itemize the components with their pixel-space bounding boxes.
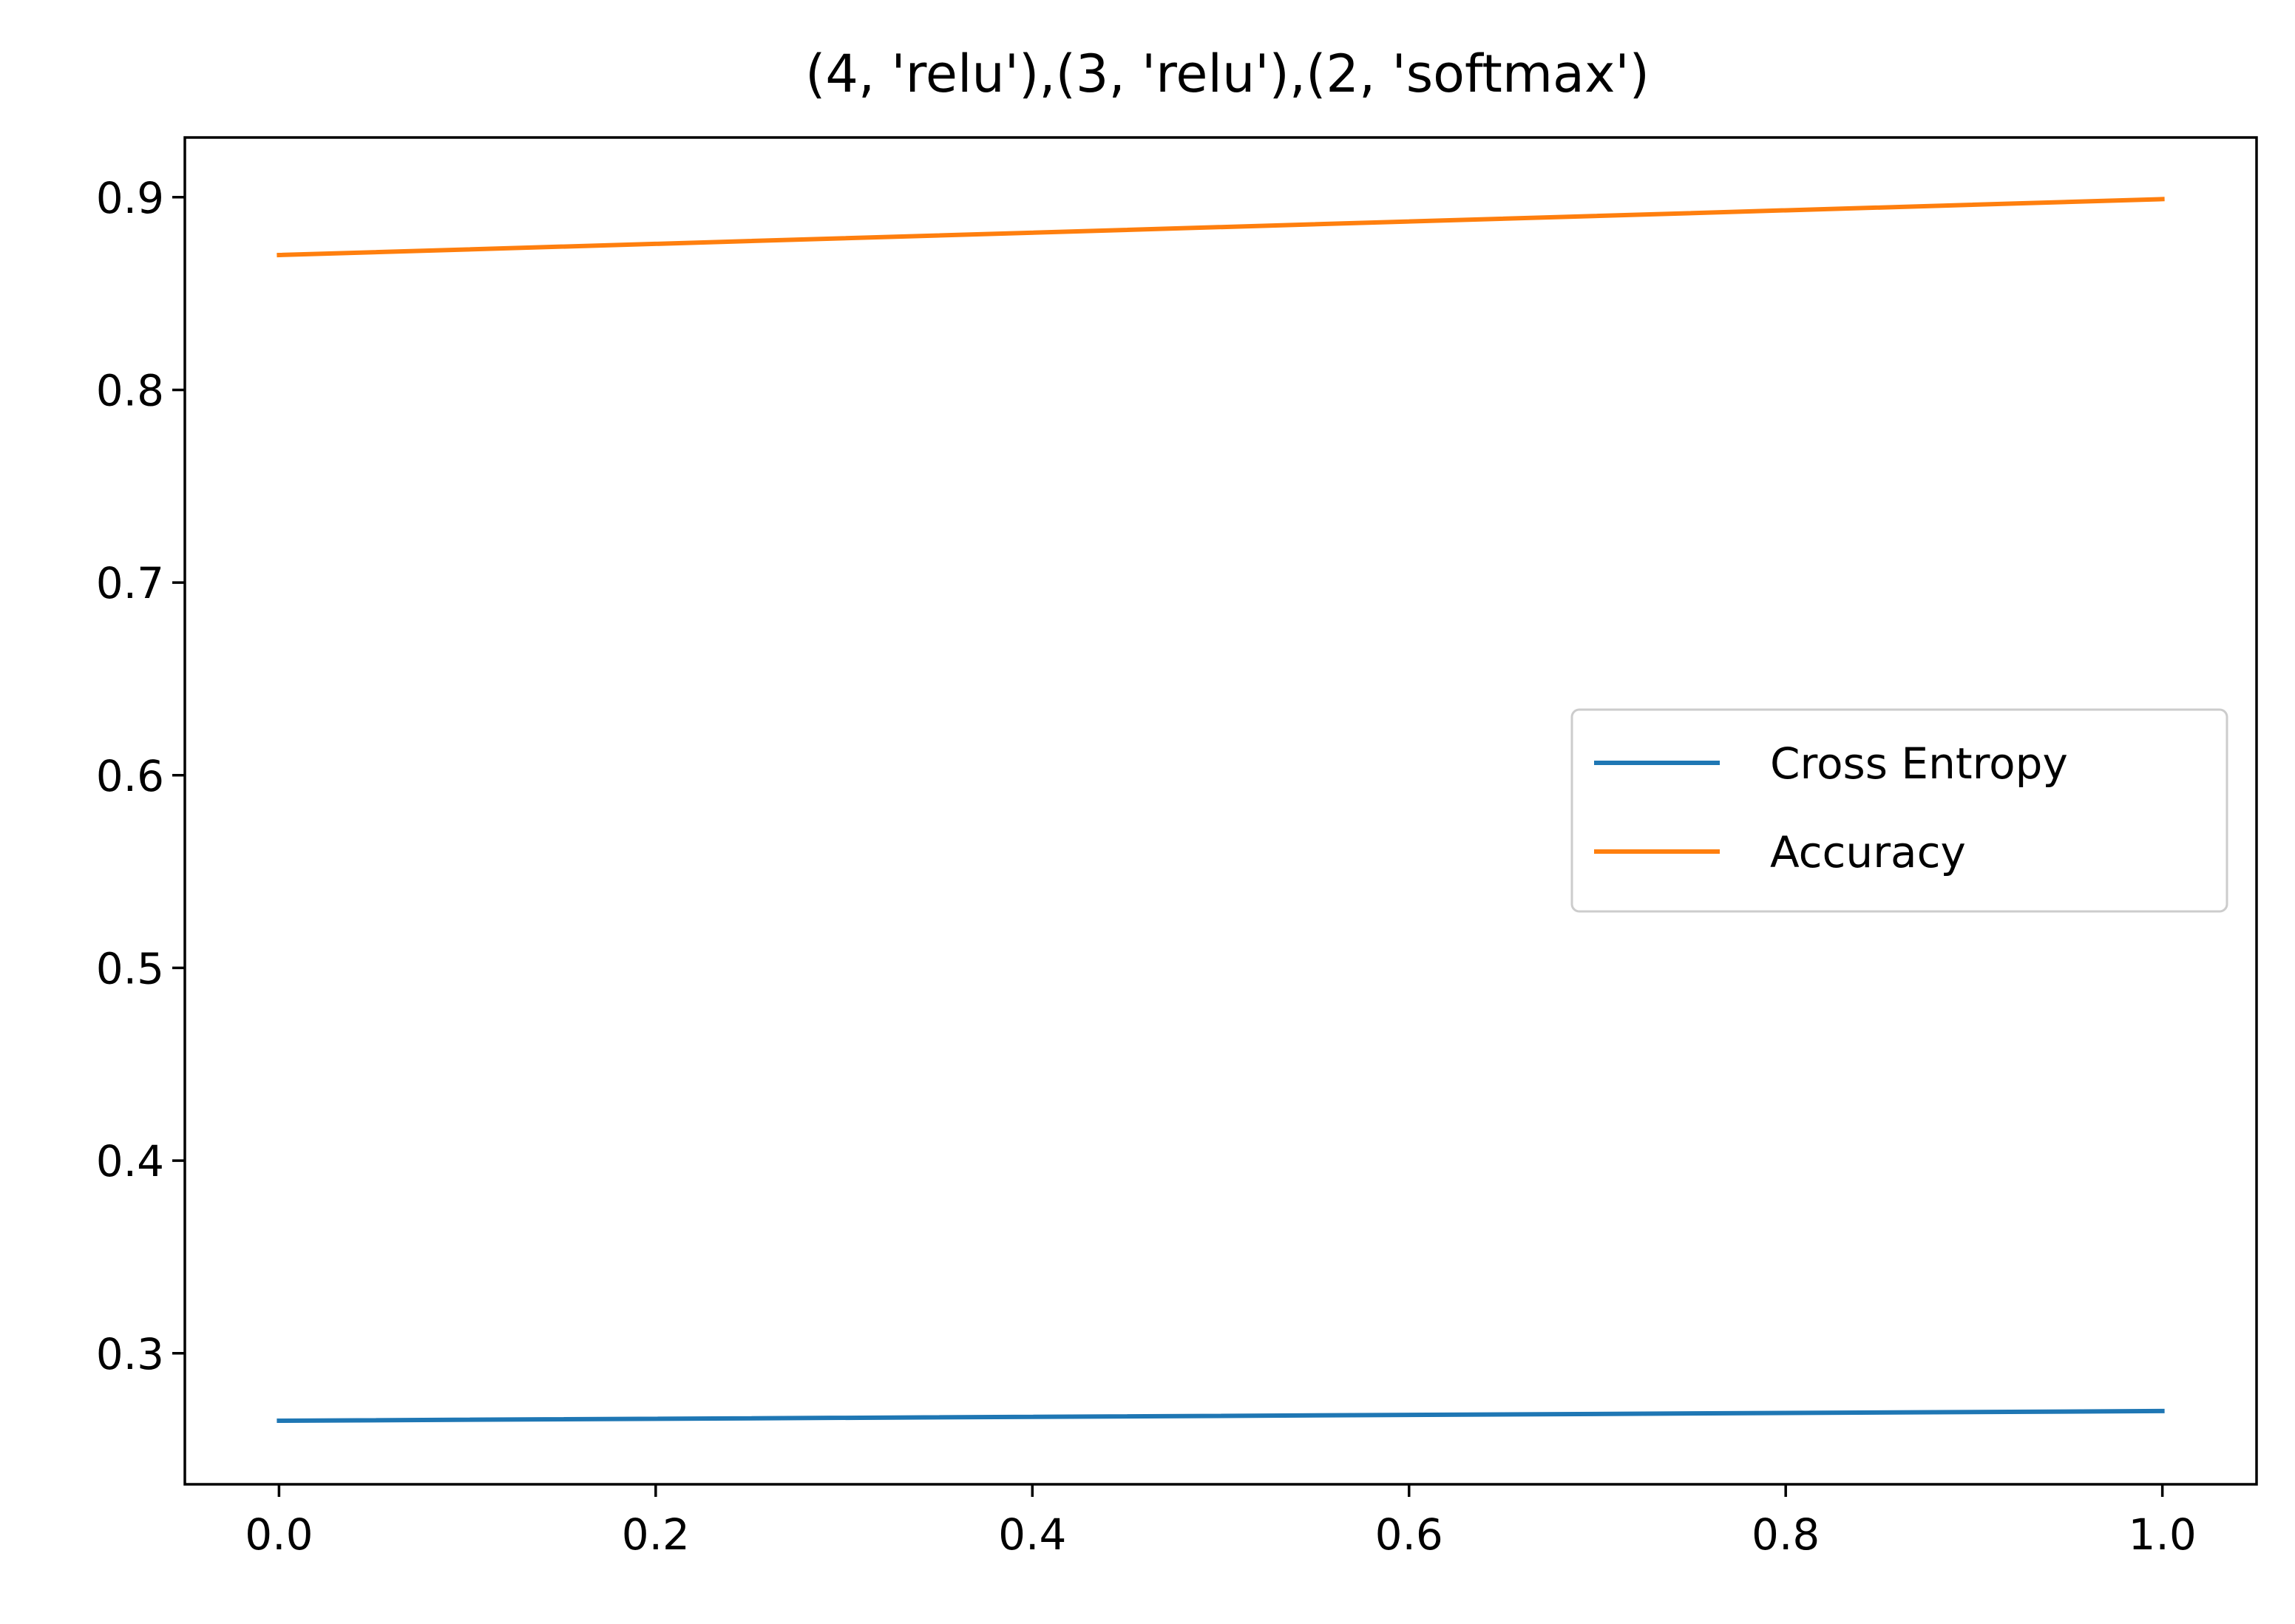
axes-frame [183, 136, 2258, 1486]
y-tick-label: 0.3 [96, 1329, 164, 1379]
legend-box [1570, 708, 2228, 913]
x-tick-label: 0.6 [1375, 1509, 1443, 1560]
legend: Cross Entropy Accuracy [1570, 708, 2228, 913]
series-line-1 [277, 1408, 2165, 1424]
x-tick-label: 0.4 [998, 1509, 1066, 1560]
x-tick-label: 0.8 [1752, 1509, 1820, 1560]
y-tick-label: 0.6 [96, 751, 164, 801]
legend-label: Cross Entropy [1770, 738, 2068, 789]
y-tick-label: 0.7 [96, 558, 164, 608]
x-tick-label: 0.2 [622, 1509, 690, 1560]
y-tick-label: 0.4 [96, 1136, 164, 1186]
x-tick-label: 1.0 [2129, 1509, 2197, 1560]
x-tick-label: 0.0 [245, 1509, 313, 1560]
chart-title: (4, 'relu'),(3, 'relu'),(2, 'softmax') [805, 44, 1650, 104]
y-tick-label: 0.9 [96, 173, 164, 223]
axes-layer: 0.0 0.2 0.4 0.6 0.8 1.0 0.3 0.4 0.5 0.6 0.7 0.8 0.9 [96, 136, 2258, 1560]
y-tick-label: 0.8 [96, 365, 164, 415]
series-line-2 [277, 197, 2165, 258]
y-tick-label: 0.5 [96, 943, 164, 993]
legend-label: Accuracy [1770, 827, 1966, 877]
series-layer [277, 197, 2165, 1424]
